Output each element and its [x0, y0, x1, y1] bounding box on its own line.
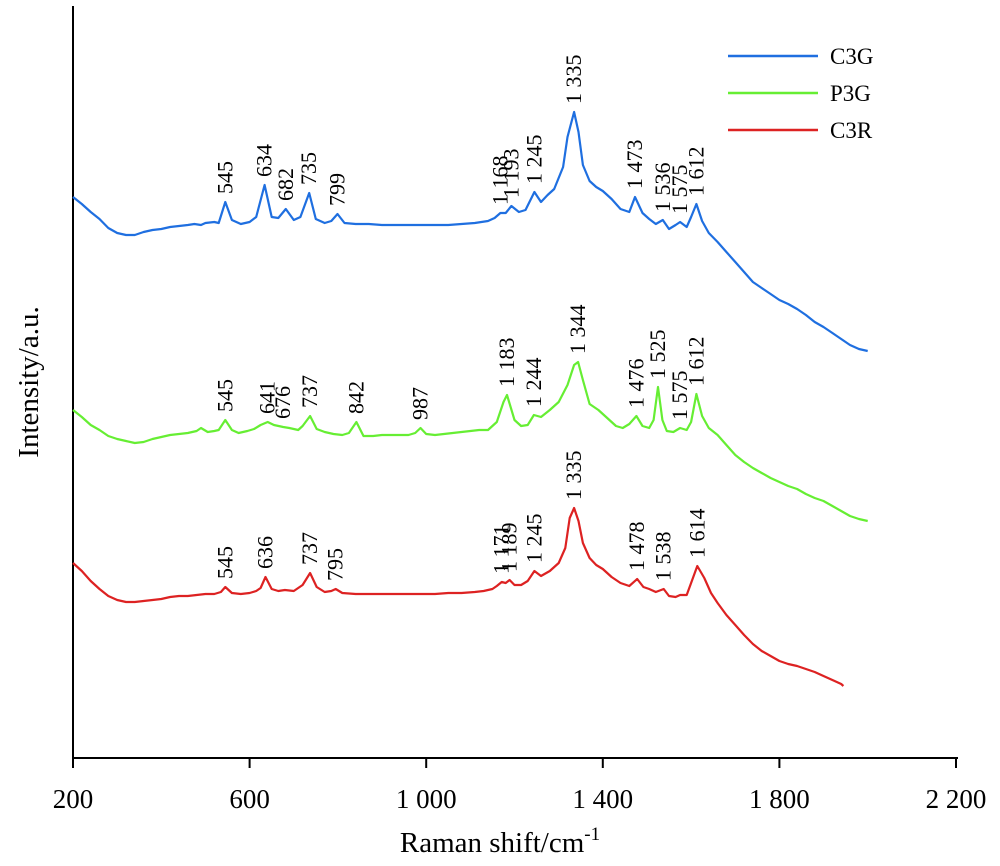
peak-label: 545	[212, 379, 237, 412]
peak-label: 1 612	[683, 147, 708, 197]
legend-label-c3r: C3R	[830, 118, 873, 143]
peak-label: 1 183	[494, 338, 519, 388]
peak-label: 1 244	[521, 358, 546, 408]
x-axis-title-superscript: -1	[584, 824, 600, 845]
peak-label: 735	[296, 152, 321, 185]
series-line-c3r	[72, 506, 845, 687]
x-tick-label: 600	[229, 784, 270, 814]
peak-label: 1 171	[489, 525, 514, 575]
peak-label: 1 189	[497, 523, 522, 573]
axes: 200 600 1 000 1 400 1 800 2 200 Raman shift/c…	[13, 6, 986, 859]
peak-label: 842	[343, 381, 368, 414]
peak-label: 1 335	[561, 451, 586, 501]
y-axis-title: Intensity/a.u.	[13, 306, 45, 457]
peak-label: 1 575	[667, 165, 692, 215]
peak-label: 1 538	[651, 532, 676, 582]
peak-label: 1 614	[684, 509, 709, 559]
peak-label: 641	[255, 381, 280, 414]
series-line-c3g	[72, 110, 868, 353]
peak-label: 634	[252, 144, 277, 177]
peak-label: 1 344	[565, 305, 590, 355]
peak-label: 737	[297, 532, 322, 565]
peak-label: 682	[273, 168, 298, 201]
peak-label: 636	[253, 536, 278, 569]
series-line-p3g	[72, 360, 868, 523]
legend-label-p3g: P3G	[830, 81, 871, 106]
peak-label: 1 168	[487, 156, 512, 206]
peak-label: 1 536	[650, 163, 675, 213]
x-tick-label: 1 400	[572, 784, 633, 814]
peak-label: 1 525	[645, 330, 670, 380]
peak-label: 1 335	[561, 55, 586, 105]
peak-label: 1 473	[622, 140, 647, 190]
peak-label: 1 575	[667, 371, 692, 421]
legend-label-c3g: C3G	[830, 44, 873, 69]
peak-label: 1 612	[683, 337, 708, 387]
peak-label: 1 193	[498, 149, 523, 199]
peak-label: 545	[212, 546, 237, 579]
peak-label: 737	[297, 375, 322, 408]
peak-label: 545	[212, 161, 237, 194]
x-ticks: 200 600 1 000 1 400 1 800 2 200	[53, 758, 987, 814]
peak-label: 795	[323, 548, 348, 581]
x-tick-label: 2 200	[926, 784, 987, 814]
series-layer	[72, 110, 868, 687]
peak-label: 1 245	[521, 514, 546, 564]
legend: C3G P3G C3R	[728, 44, 873, 143]
x-tick-label: 1 000	[396, 784, 457, 814]
peak-label: 799	[325, 173, 350, 206]
x-tick-label: 1 800	[749, 784, 810, 814]
x-axis-title-main: Raman shift/cm	[400, 827, 585, 859]
peak-label: 1 476	[623, 359, 648, 409]
peak-label: 987	[408, 387, 433, 420]
peak-label: 676	[270, 386, 295, 419]
x-tick-label: 200	[53, 784, 94, 814]
x-axis-title: Raman shift/cm-1	[400, 824, 600, 859]
peak-label: 1 478	[624, 522, 649, 572]
peak-label: 1 245	[521, 135, 546, 185]
